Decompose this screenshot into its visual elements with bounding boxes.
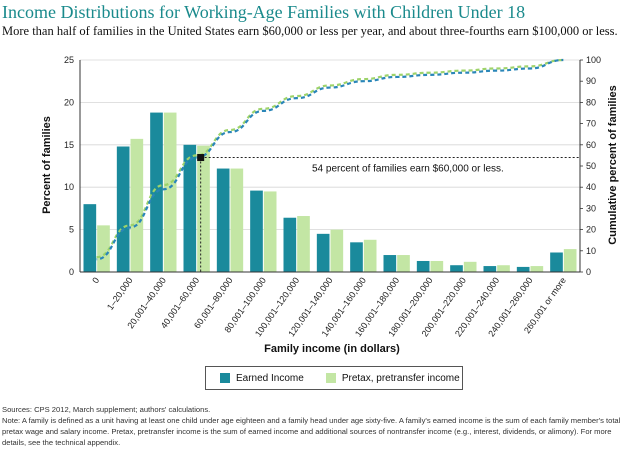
bar-pretax-income xyxy=(463,261,477,272)
bar-earned-income xyxy=(83,204,97,272)
cumulative-line-pretax xyxy=(96,58,564,259)
x-axis-label: Family income (in dollars) xyxy=(264,343,400,355)
legend-label-earned: Earned Income xyxy=(236,372,304,384)
x-tick-label: 0 xyxy=(90,275,101,285)
bar-earned-income xyxy=(550,252,563,272)
y-tick-label-right: 60 xyxy=(586,140,596,150)
y-tick-label-left: 15 xyxy=(64,140,74,150)
bar-earned-income xyxy=(283,217,297,272)
bar-pretax-income xyxy=(130,138,144,272)
sources-text: Sources: CPS 2012, March supplement; aut… xyxy=(2,405,211,414)
bar-earned-income xyxy=(216,168,230,272)
bar-earned-income xyxy=(150,112,163,273)
bar-pretax-income xyxy=(97,225,110,272)
y-tick-label-right: 0 xyxy=(586,267,591,277)
legend: Earned Income Pretax, pretransfer income xyxy=(205,366,463,390)
y-tick-label-right: 20 xyxy=(586,225,596,235)
bar-pretax-income xyxy=(497,265,510,272)
y-tick-label-right: 30 xyxy=(586,203,596,213)
y-tick-label-left: 5 xyxy=(69,225,74,235)
income-distribution-chart: 54 percent of families earn $60,000 or l… xyxy=(41,55,619,355)
bar-earned-income xyxy=(316,233,330,272)
y-tick-label-left: 20 xyxy=(64,97,74,107)
bar-earned-income xyxy=(116,146,130,272)
axes: 0 5 10 15 20 25 0 10 20 30 40 50 60 70 80 90 100 0 1–20,00… xyxy=(64,55,601,339)
bar-pretax-income xyxy=(263,191,277,272)
footer: Sources: CPS 2012, March supplement; aut… xyxy=(2,404,636,448)
legend-swatch-pretax xyxy=(325,373,336,383)
bar-earned-income xyxy=(350,242,363,272)
y-tick-label-right: 100 xyxy=(586,55,601,65)
note-text: Note: A family is defined as a unit havi… xyxy=(2,416,621,447)
y-axis-label-right: Cumulative percent of families xyxy=(607,85,619,245)
legend-label-pretax: Pretax, pretransfer income xyxy=(341,372,460,384)
y-tick-label-right: 40 xyxy=(586,182,596,192)
annotation: 54 percent of families earn $60,000 or l… xyxy=(197,154,580,272)
y-tick-label-left: 0 xyxy=(69,267,74,277)
bar-earned-income xyxy=(250,190,263,272)
y-tick-label-right: 10 xyxy=(586,246,596,256)
annotation-marker xyxy=(197,154,205,162)
bars xyxy=(83,112,577,273)
bar-pretax-income xyxy=(563,249,577,272)
bar-earned-income xyxy=(483,266,497,272)
y-tick-label-right: 70 xyxy=(586,119,596,129)
bar-earned-income xyxy=(516,266,530,272)
y-tick-label-right: 80 xyxy=(586,97,596,107)
bar-pretax-income xyxy=(197,145,210,272)
bar-earned-income xyxy=(450,265,463,272)
chart-subtitle: More than half of families in the United… xyxy=(2,24,618,38)
bar-pretax-income xyxy=(297,216,310,272)
legend-swatch-earned xyxy=(220,373,230,383)
annotation-text: 54 percent of families earn $60,000 or l… xyxy=(312,164,504,175)
chart-title: Income Distributions for Working-Age Fam… xyxy=(2,2,526,22)
bar-earned-income xyxy=(183,144,197,272)
bar-pretax-income xyxy=(530,266,544,272)
cumulative-lines xyxy=(96,58,564,261)
y-tick-label-left: 25 xyxy=(64,55,74,65)
y-tick-label-right: 90 xyxy=(586,76,596,86)
y-tick-label-left: 10 xyxy=(64,182,74,192)
x-tick-label: 1–20,000 xyxy=(105,275,135,311)
bar-earned-income xyxy=(416,260,430,272)
bar-pretax-income xyxy=(163,112,177,273)
bar-earned-income xyxy=(383,255,397,272)
y-tick-label-right: 50 xyxy=(586,161,596,171)
bar-pretax-income xyxy=(363,239,377,272)
bar-pretax-income xyxy=(330,229,344,272)
y-axis-label-left: Percent of families xyxy=(41,116,53,214)
bar-pretax-income xyxy=(230,168,244,272)
bar-pretax-income xyxy=(430,260,444,272)
bar-pretax-income xyxy=(397,255,410,272)
cumulative-line-earned xyxy=(96,58,564,261)
